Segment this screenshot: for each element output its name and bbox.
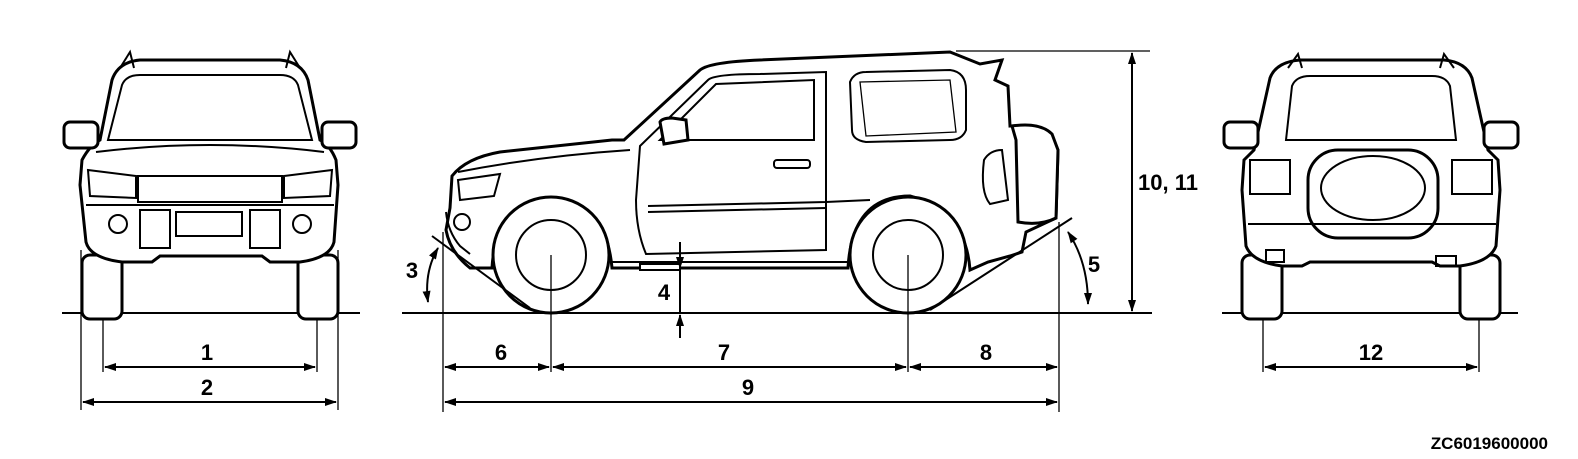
side-hood-line bbox=[457, 149, 631, 173]
front-right-mirror bbox=[320, 120, 358, 150]
overall-width-label: 2 bbox=[201, 375, 213, 400]
rear-roof-rails bbox=[1287, 51, 1455, 69]
front-windshield bbox=[106, 74, 314, 141]
front-left-headlight bbox=[86, 168, 137, 200]
rear-overhang-label: 8 bbox=[980, 340, 992, 365]
side-headlight bbox=[456, 172, 502, 202]
side-mirror bbox=[658, 116, 690, 146]
side-spare-tire bbox=[1010, 123, 1060, 225]
side-front-window bbox=[657, 78, 815, 141]
overall-length-label: 9 bbox=[742, 375, 754, 400]
front-license-plate bbox=[175, 211, 243, 237]
side-rear-window-inner bbox=[859, 79, 957, 137]
front-right-fog-lamp bbox=[292, 214, 312, 234]
overall-height-label: 10, 11 bbox=[1138, 170, 1198, 195]
wheelbase-label: 7 bbox=[718, 340, 730, 365]
side-body-crease-lower bbox=[647, 207, 827, 213]
side-sill-detail bbox=[639, 263, 681, 271]
front-roof-rails bbox=[119, 49, 301, 69]
rear-left-tail-lamp bbox=[1249, 159, 1291, 195]
rear-tow-hitch bbox=[1265, 249, 1285, 263]
rear-right-tail-lamp bbox=[1451, 159, 1493, 195]
ground-clearance-label: 4 bbox=[658, 280, 671, 305]
side-tail-lamp bbox=[981, 148, 1010, 206]
side-view: 3 5 4 6 7 8 9 10, 11 bbox=[402, 50, 1198, 412]
front-overhang-label: 6 bbox=[495, 340, 507, 365]
rear-spare-tire bbox=[1306, 148, 1440, 240]
rear-right-mirror bbox=[1482, 120, 1520, 150]
rear-view: 12 bbox=[1222, 51, 1520, 372]
approach-angle-arc bbox=[422, 247, 439, 303]
side-body-crease bbox=[647, 199, 871, 207]
front-grille bbox=[137, 175, 283, 203]
front-left-tire bbox=[80, 253, 124, 321]
front-left-mirror bbox=[62, 120, 100, 150]
rear-bumper-step bbox=[1435, 255, 1457, 267]
departure-angle-arc bbox=[1067, 231, 1092, 305]
rear-left-mirror bbox=[1222, 120, 1260, 150]
side-front-bumper bbox=[445, 211, 471, 255]
front-left-fog-lamp bbox=[108, 214, 128, 234]
rear-window bbox=[1284, 75, 1458, 141]
side-door-handle bbox=[773, 159, 811, 169]
front-right-tire bbox=[296, 253, 340, 321]
side-rear-window bbox=[848, 68, 967, 144]
approach-angle-label: 3 bbox=[406, 258, 418, 283]
rear-track-label: 12 bbox=[1359, 340, 1383, 365]
figure-code: ZC6019600000 bbox=[1431, 434, 1548, 453]
departure-angle-label: 5 bbox=[1088, 252, 1100, 277]
departure-angle-line bbox=[929, 217, 1073, 311]
approach-angle-line bbox=[431, 235, 531, 309]
front-view: 1 2 bbox=[62, 49, 360, 410]
front-track-label: 1 bbox=[201, 340, 213, 365]
front-bumper-left-guard bbox=[139, 209, 171, 249]
front-bumper-right-guard bbox=[249, 209, 281, 249]
rear-spare-tire-cover bbox=[1320, 155, 1426, 221]
front-hood-line bbox=[95, 144, 325, 153]
side-fog-lamp bbox=[453, 213, 471, 231]
side-door bbox=[634, 70, 827, 256]
front-right-headlight bbox=[283, 168, 334, 200]
